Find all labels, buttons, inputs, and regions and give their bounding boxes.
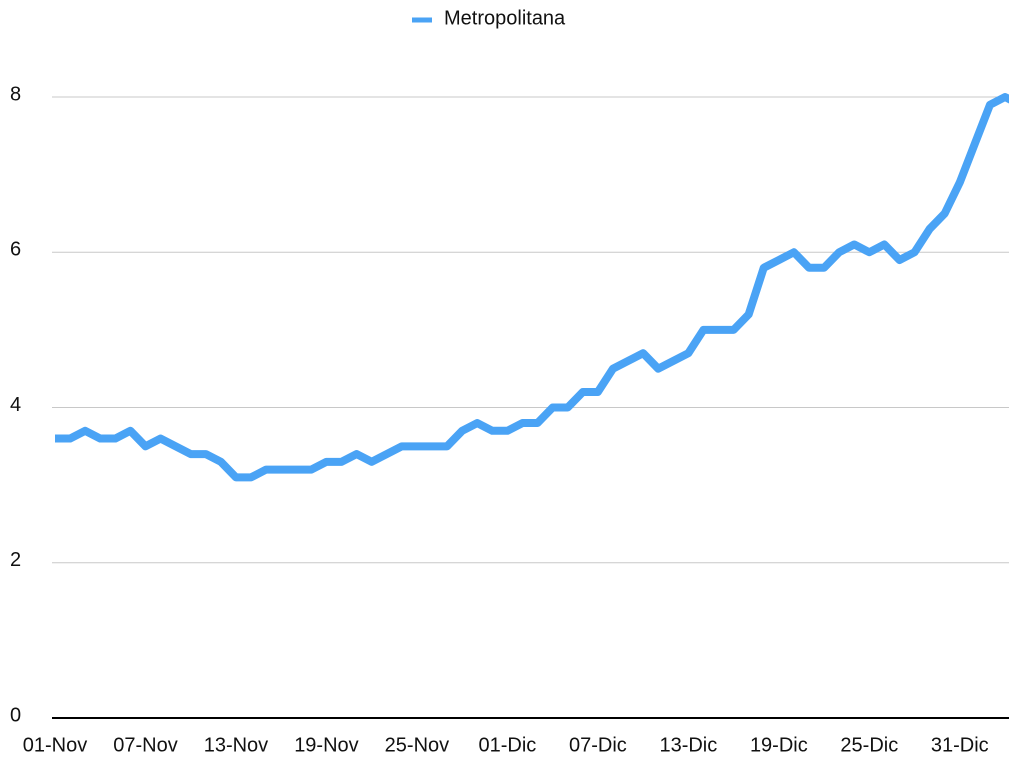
x-tick-label: 19-Nov [294,734,358,756]
x-tick-label: 31-Dic [931,734,989,756]
y-tick-label: 0 [10,704,21,726]
y-tick-label: 2 [10,549,21,571]
x-tick-label: 19-Dic [750,734,808,756]
y-tick-label: 8 [10,83,21,105]
y-tick-label: 4 [10,394,21,416]
x-tick-label: 13-Nov [204,734,268,756]
grid [52,96,1009,719]
plot [55,93,1009,482]
x-tick-label: 25-Nov [385,734,449,756]
x-tick-label: 01-Dic [479,734,537,756]
data-line [55,93,1009,482]
x-tick-label: 01-Nov [23,734,87,756]
x-tick-label: 07-Dic [569,734,627,756]
labels: 0 2 4 6 8 01-Nov 07-Nov 13-Nov 19-Nov 25-Nov 01-Di… [10,7,989,756]
y-tick-label: 6 [10,239,21,261]
legend-label: Metropolitana [444,7,566,29]
x-tick-label: 25-Dic [840,734,898,756]
x-tick-label: 07-Nov [113,734,177,756]
x-tick-label: 13-Dic [659,734,717,756]
